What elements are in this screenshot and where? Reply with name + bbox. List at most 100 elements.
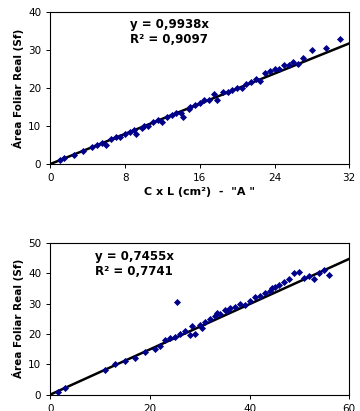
Point bbox=[172, 334, 178, 340]
Point bbox=[94, 142, 100, 148]
Point bbox=[162, 337, 168, 343]
Point bbox=[207, 315, 213, 322]
Point bbox=[321, 267, 327, 273]
Text: y = 0,9938x
R² = 0,9097: y = 0,9938x R² = 0,9097 bbox=[130, 18, 209, 46]
Point bbox=[202, 319, 208, 325]
Point bbox=[102, 367, 108, 374]
Point bbox=[212, 312, 217, 319]
Point bbox=[186, 106, 192, 112]
Point bbox=[108, 136, 114, 143]
Point bbox=[206, 96, 212, 103]
Point bbox=[297, 268, 302, 275]
Point bbox=[214, 309, 220, 316]
Point bbox=[267, 68, 273, 74]
Point bbox=[202, 96, 207, 103]
Point bbox=[122, 358, 128, 365]
Point bbox=[155, 117, 161, 124]
Point bbox=[142, 349, 148, 356]
Point bbox=[244, 81, 249, 88]
Point bbox=[174, 109, 179, 116]
Point bbox=[272, 284, 278, 290]
Point bbox=[253, 75, 259, 82]
Point bbox=[337, 36, 343, 42]
Point bbox=[113, 134, 119, 141]
Point bbox=[159, 119, 165, 126]
Point bbox=[287, 276, 292, 283]
Point bbox=[122, 130, 128, 137]
Point bbox=[127, 129, 132, 135]
Point bbox=[192, 330, 198, 337]
Point bbox=[167, 335, 173, 342]
Point bbox=[152, 346, 158, 352]
Point bbox=[177, 330, 183, 337]
Point bbox=[220, 89, 226, 95]
Point bbox=[211, 90, 217, 97]
Point bbox=[188, 104, 193, 111]
Point bbox=[227, 305, 233, 312]
Point bbox=[197, 100, 203, 106]
Point bbox=[139, 125, 145, 131]
Point bbox=[267, 288, 273, 295]
Point bbox=[262, 70, 268, 76]
Y-axis label: Área Foliar Real (Sf): Área Foliar Real (Sf) bbox=[12, 259, 24, 379]
Point bbox=[281, 62, 287, 69]
Point bbox=[63, 385, 68, 392]
Point bbox=[252, 294, 257, 301]
Point bbox=[272, 66, 278, 72]
Point bbox=[276, 66, 282, 72]
Point bbox=[224, 308, 230, 314]
Point bbox=[90, 144, 95, 150]
Point bbox=[99, 140, 105, 146]
X-axis label: C x L (cm²)  -  "A ": C x L (cm²) - "A " bbox=[144, 187, 255, 197]
Point bbox=[150, 119, 156, 126]
Point bbox=[189, 323, 195, 330]
Point bbox=[180, 113, 186, 120]
Point bbox=[269, 285, 275, 292]
Point bbox=[282, 279, 287, 286]
Point bbox=[300, 55, 305, 61]
Point bbox=[230, 87, 235, 93]
Point bbox=[57, 157, 63, 164]
Point bbox=[187, 332, 193, 339]
Point bbox=[309, 47, 315, 53]
Point bbox=[71, 151, 77, 158]
Text: y = 0,7455x
R² = 0,7741: y = 0,7455x R² = 0,7741 bbox=[95, 250, 174, 279]
Point bbox=[302, 275, 307, 281]
Point bbox=[118, 134, 123, 141]
Point bbox=[257, 293, 262, 299]
Point bbox=[285, 62, 291, 69]
Point bbox=[295, 60, 301, 67]
Point bbox=[141, 123, 147, 129]
Point bbox=[258, 77, 264, 84]
Point bbox=[164, 113, 170, 120]
Point bbox=[248, 79, 254, 86]
Point bbox=[323, 45, 329, 52]
Point bbox=[311, 276, 317, 283]
Point bbox=[225, 89, 231, 95]
Point bbox=[175, 299, 180, 305]
Point bbox=[247, 297, 252, 304]
Point bbox=[104, 142, 109, 148]
Point bbox=[262, 290, 267, 296]
Point bbox=[217, 311, 222, 317]
Point bbox=[292, 270, 297, 277]
Point bbox=[214, 96, 220, 103]
Point bbox=[290, 58, 296, 65]
Point bbox=[132, 355, 138, 361]
Point bbox=[169, 111, 175, 118]
Point bbox=[306, 273, 312, 279]
Point bbox=[134, 130, 139, 137]
Point bbox=[242, 302, 248, 308]
Point bbox=[327, 271, 332, 278]
Point bbox=[62, 155, 67, 162]
Point bbox=[145, 123, 151, 129]
Point bbox=[197, 321, 203, 328]
Y-axis label: Área Foliar Real (Sf): Área Foliar Real (Sf) bbox=[12, 28, 24, 148]
Point bbox=[192, 102, 198, 109]
Point bbox=[199, 325, 205, 331]
Point bbox=[222, 306, 228, 313]
Point bbox=[237, 300, 243, 307]
Point bbox=[234, 85, 240, 92]
Point bbox=[178, 109, 184, 116]
Point bbox=[232, 303, 238, 310]
